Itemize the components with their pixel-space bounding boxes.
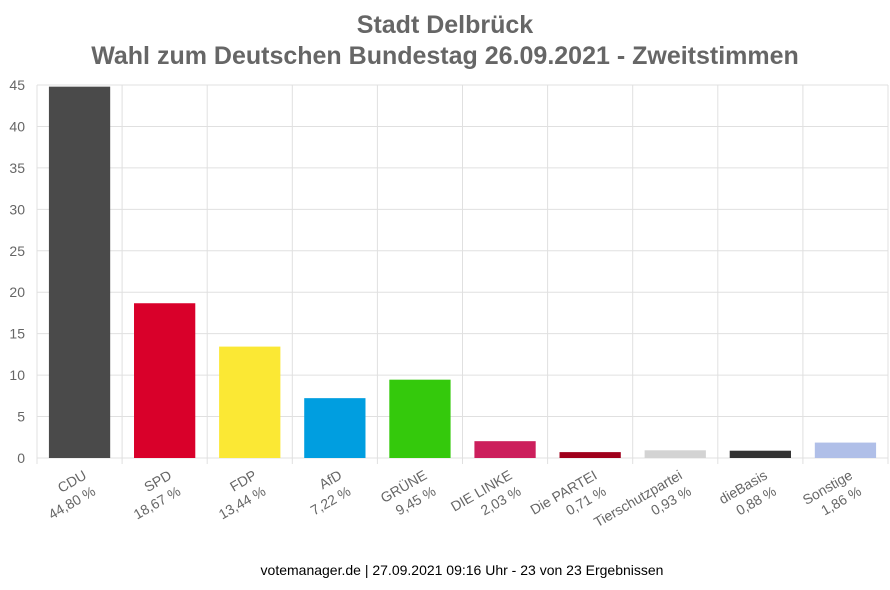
y-tick-label: 30 [9, 201, 25, 217]
bar [814, 442, 877, 458]
bar [389, 379, 451, 458]
y-tick-label: 15 [9, 326, 25, 342]
bar [559, 452, 621, 458]
bar [219, 346, 281, 458]
y-tick-label: 5 [17, 409, 25, 425]
y-tick-label: 25 [9, 243, 25, 259]
y-tick-label: 40 [9, 118, 25, 134]
chart-subtitle: Wahl zum Deutschen Bundestag 26.09.2021 … [91, 42, 799, 70]
bar [729, 450, 791, 458]
footer: votemanager.de | 27.09.2021 09:16 Uhr - … [261, 562, 664, 578]
bar [304, 398, 366, 458]
bar [474, 441, 536, 458]
y-tick-label: 0 [17, 450, 25, 466]
bar [134, 303, 196, 458]
y-tick-label: 20 [9, 284, 25, 300]
y-tick-label: 10 [9, 367, 25, 383]
y-tick-label: 45 [9, 77, 25, 93]
bar [48, 86, 111, 458]
bar [644, 450, 706, 458]
chart-title: Stadt Delbrück [357, 11, 534, 39]
y-tick-label: 35 [9, 160, 25, 176]
